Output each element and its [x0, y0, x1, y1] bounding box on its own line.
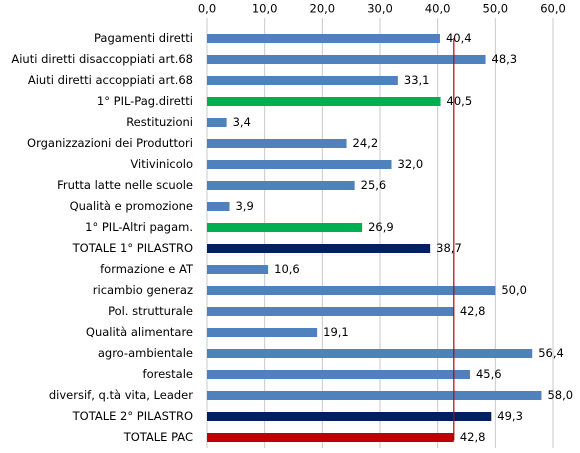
bar [207, 34, 440, 43]
value-label: 58,0 [547, 388, 573, 402]
category-label: formazione e AT [100, 262, 194, 276]
value-label: 19,1 [323, 325, 349, 339]
bar [207, 391, 542, 400]
category-label: Qualità alimentare [86, 325, 193, 339]
value-label: 32,0 [398, 157, 424, 171]
x-tick-label: 10,0 [252, 2, 278, 16]
x-tick-label: 40,0 [425, 2, 451, 16]
x-tick-label: 60,0 [540, 2, 566, 16]
x-tick-label: 30,0 [367, 2, 393, 16]
category-label: TOTALE 2° PILASTRO [72, 409, 193, 423]
value-label: 40,4 [446, 31, 472, 45]
bar [207, 328, 318, 337]
category-label: Organizzazioni dei Produttori [27, 136, 193, 150]
bar [207, 139, 347, 148]
x-tick-label: 50,0 [483, 2, 509, 16]
value-label: 49,3 [497, 409, 523, 423]
value-label: 38,7 [436, 241, 462, 255]
category-label: Pagamenti diretti [94, 31, 193, 45]
category-label: Restituzioni [126, 115, 193, 129]
x-tick-label: 0,0 [198, 2, 216, 16]
value-label: 10,6 [274, 262, 300, 276]
value-label: 45,6 [476, 367, 502, 381]
value-label: 25,6 [361, 178, 387, 192]
value-label: 50,0 [501, 283, 527, 297]
category-label: forestale [143, 367, 193, 381]
category-label: TOTALE PAC [123, 430, 193, 444]
category-label: TOTALE 1° PILASTRO [72, 241, 193, 255]
bar [207, 349, 533, 358]
category-label: Frutta latte nelle scuole [57, 178, 193, 192]
value-label: 48,3 [492, 52, 518, 66]
bar [207, 244, 431, 253]
bar [207, 202, 230, 211]
category-label: ricambio generaz [93, 283, 193, 297]
value-label: 33,1 [404, 73, 430, 87]
value-label: 26,9 [368, 220, 394, 234]
value-label: 24,2 [353, 136, 379, 150]
category-label: Aiuti diretti accoppiati art.68 [28, 73, 193, 87]
value-label: 42,8 [460, 430, 486, 444]
category-label: agro-ambientale [98, 346, 193, 360]
category-label: 1° PIL-Pag.diretti [97, 94, 193, 108]
bar [207, 286, 496, 295]
category-label: Vitivinicolo [130, 157, 193, 171]
value-label: 3,4 [233, 115, 251, 129]
bar [207, 433, 454, 442]
category-label: Pol. strutturale [108, 304, 193, 318]
category-label: Aiuti diretti disaccoppiati art.68 [11, 52, 193, 66]
x-tick-label: 20,0 [310, 2, 336, 16]
bar [207, 181, 355, 190]
bar [207, 265, 269, 274]
value-label: 3,9 [235, 199, 253, 213]
bar [207, 412, 492, 421]
bar [207, 223, 363, 232]
bar [207, 307, 454, 316]
category-label: diversif, q.tà vita, Leader [49, 388, 193, 402]
category-label: Qualità e promozione [70, 199, 193, 213]
bar [207, 160, 392, 169]
bar [207, 97, 441, 106]
bar [207, 370, 470, 379]
bar [207, 118, 227, 127]
category-label: 1° PIL-Altri pagam. [85, 220, 193, 234]
value-label: 40,5 [447, 94, 473, 108]
value-label: 42,8 [460, 304, 486, 318]
value-label: 56,4 [538, 346, 564, 360]
bar [207, 76, 398, 85]
bar [207, 55, 486, 64]
